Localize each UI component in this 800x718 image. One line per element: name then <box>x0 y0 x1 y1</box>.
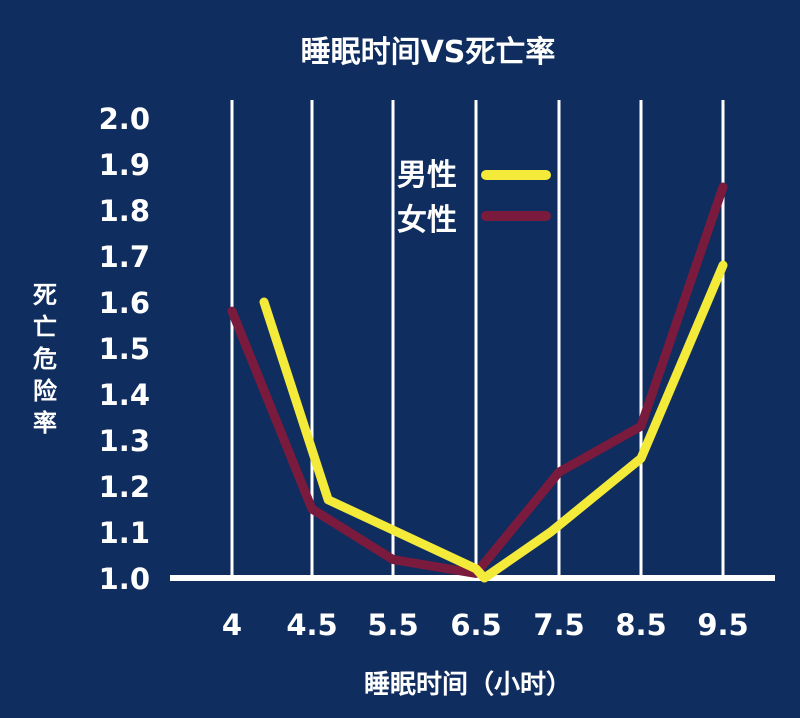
x-tick-label: 4.5 <box>286 608 337 642</box>
x-tick-label: 8.5 <box>615 608 666 642</box>
y-tick-label: 1.1 <box>99 516 150 550</box>
x-tick-label: 7.5 <box>533 608 584 642</box>
y-axis-label: 死亡危险率 <box>33 281 58 437</box>
x-tick-label: 4 <box>222 608 242 642</box>
y-tick-label: 1.6 <box>99 286 150 320</box>
legend-label-female: 女性 <box>397 203 457 238</box>
y-tick-labels: 1.0 1.1 1.2 1.3 1.4 1.5 1.6 1.7 1.8 1.9 2.0 <box>99 102 150 596</box>
gridlines <box>230 100 725 578</box>
y-tick-label: 1.0 <box>99 562 150 596</box>
x-tick-label: 5.5 <box>367 608 418 642</box>
series-lines <box>227 182 728 583</box>
legend: 男性 女性 <box>397 158 551 238</box>
legend-label-male: 男性 <box>397 158 457 193</box>
y-tick-label: 1.3 <box>99 424 150 458</box>
x-tick-label: 6.5 <box>450 608 501 642</box>
chart-title: 睡眠时间VS死亡率 <box>301 35 556 70</box>
y-tick-label: 1.5 <box>99 332 150 366</box>
x-tick-labels: 4 4.5 5.5 6.5 7.5 8.5 9.5 <box>222 608 749 642</box>
series-line-male <box>259 260 728 583</box>
x-axis-label: 睡眠时间（小时） <box>364 670 572 700</box>
x-tick-label: 9.5 <box>697 608 748 642</box>
y-tick-label: 1.7 <box>99 240 150 274</box>
y-tick-label: 1.9 <box>99 148 150 182</box>
y-tick-label: 1.8 <box>99 194 150 228</box>
y-tick-label: 1.4 <box>99 378 150 412</box>
y-tick-label: 2.0 <box>99 102 150 136</box>
y-tick-label: 1.2 <box>99 470 150 504</box>
